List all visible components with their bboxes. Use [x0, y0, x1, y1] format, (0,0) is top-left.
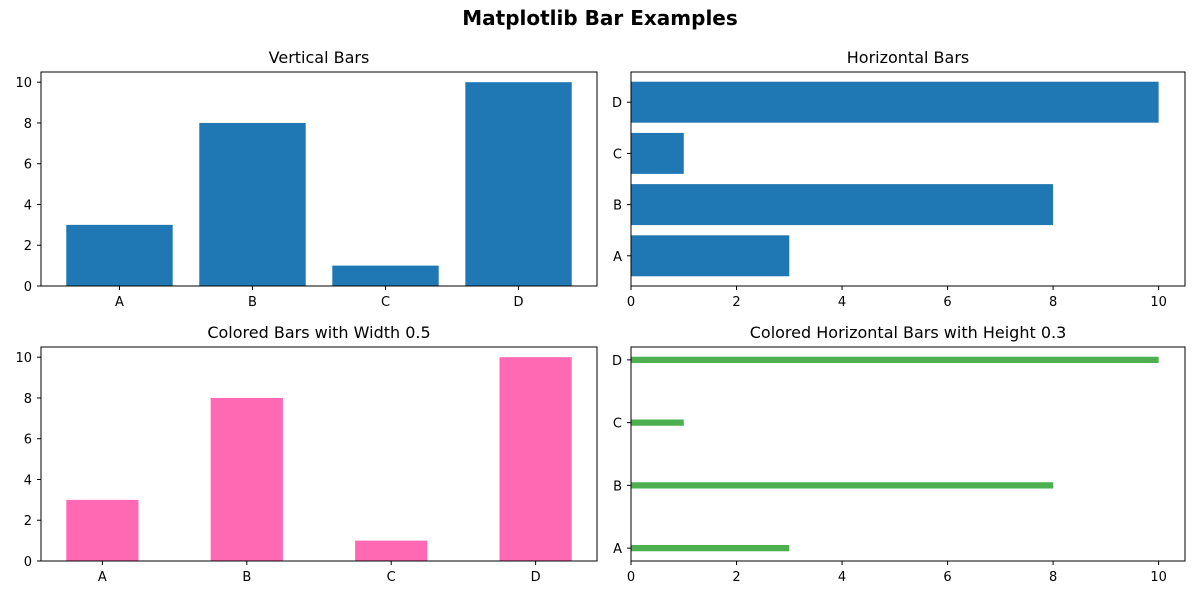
bar-C [631, 132, 684, 174]
chart-1: A B C D 0 2 4 6 8 10 Vertical Bars [15, 48, 598, 310]
axes-frame [630, 71, 1186, 287]
y-tick-label: 2 [24, 514, 32, 529]
x-tick-label: A [115, 295, 124, 310]
bar-A [66, 224, 173, 286]
axes-frame [40, 71, 598, 287]
bar-B [631, 184, 1054, 226]
x-tick-label: 6 [943, 570, 951, 585]
x-tick-label: A [98, 570, 107, 585]
y-tick-label: C [613, 417, 622, 432]
axes-frame [630, 346, 1186, 562]
figure-title: Matplotlib Bar Examples [462, 6, 738, 30]
y-tick-label: 2 [24, 239, 32, 254]
x-tick-label: 4 [838, 570, 846, 585]
bar-D [499, 357, 572, 561]
x-tick-label: 0 [627, 295, 635, 310]
bar-A [631, 544, 790, 552]
bar-C [631, 419, 684, 426]
bar-D [631, 356, 1159, 364]
bar-B [631, 482, 1054, 489]
x-tick-label: 2 [732, 570, 740, 585]
subplot-title: Colored Bars with Width 0.5 [207, 323, 430, 342]
x-tick-label: D [531, 570, 541, 585]
y-tick-label: B [613, 199, 622, 214]
y-tick-label: 4 [24, 473, 32, 488]
bar-C [332, 265, 439, 286]
y-tick-label: 0 [24, 555, 32, 570]
bar-A [66, 499, 139, 561]
y-tick-label: D [612, 354, 622, 369]
x-tick-label: 8 [1049, 570, 1057, 585]
y-tick-label: 6 [24, 158, 32, 173]
bar-D [465, 82, 572, 286]
y-tick-label: D [612, 96, 622, 111]
y-tick-label: C [613, 147, 622, 162]
bar-B [199, 122, 306, 286]
y-tick-label: A [613, 250, 622, 265]
x-tick-label: 4 [838, 295, 846, 310]
bar-B [210, 397, 283, 561]
axes-frame [40, 346, 598, 562]
x-tick-label: 2 [732, 295, 740, 310]
chart-3: A B C D 0 2 4 6 8 10 Colored Bars with Width 0.5 [15, 323, 598, 585]
x-tick-label: C [381, 295, 390, 310]
bar-D [631, 81, 1159, 123]
y-tick-label: 10 [15, 76, 32, 91]
x-tick-label: 10 [1150, 570, 1167, 585]
x-tick-label: B [248, 295, 257, 310]
y-tick-label: 4 [24, 198, 32, 213]
chart-2: A B C D 0 2 4 6 8 10 Horizontal Bars [612, 48, 1186, 310]
y-tick-label: 0 [24, 280, 32, 295]
y-tick-label: 10 [15, 351, 32, 366]
x-tick-label: B [242, 570, 251, 585]
bar-A [631, 235, 790, 277]
x-tick-label: 0 [627, 570, 635, 585]
x-tick-label: 10 [1150, 295, 1167, 310]
x-tick-label: 6 [943, 295, 951, 310]
subplot-title: Vertical Bars [269, 48, 370, 67]
y-tick-label: 8 [24, 392, 32, 407]
subplot-title: Colored Horizontal Bars with Height 0.3 [750, 323, 1067, 342]
subplot-title: Horizontal Bars [847, 48, 969, 67]
y-tick-label: 6 [24, 433, 32, 448]
x-tick-label: D [514, 295, 524, 310]
x-tick-label: C [387, 570, 396, 585]
x-tick-label: 8 [1049, 295, 1057, 310]
y-tick-label: 8 [24, 117, 32, 132]
y-tick-label: A [613, 542, 622, 557]
bar-C [355, 540, 428, 561]
chart-4: A B C D 0 2 4 6 8 10 Colored Horizontal Bars with … [612, 323, 1186, 585]
y-tick-label: B [613, 479, 622, 494]
